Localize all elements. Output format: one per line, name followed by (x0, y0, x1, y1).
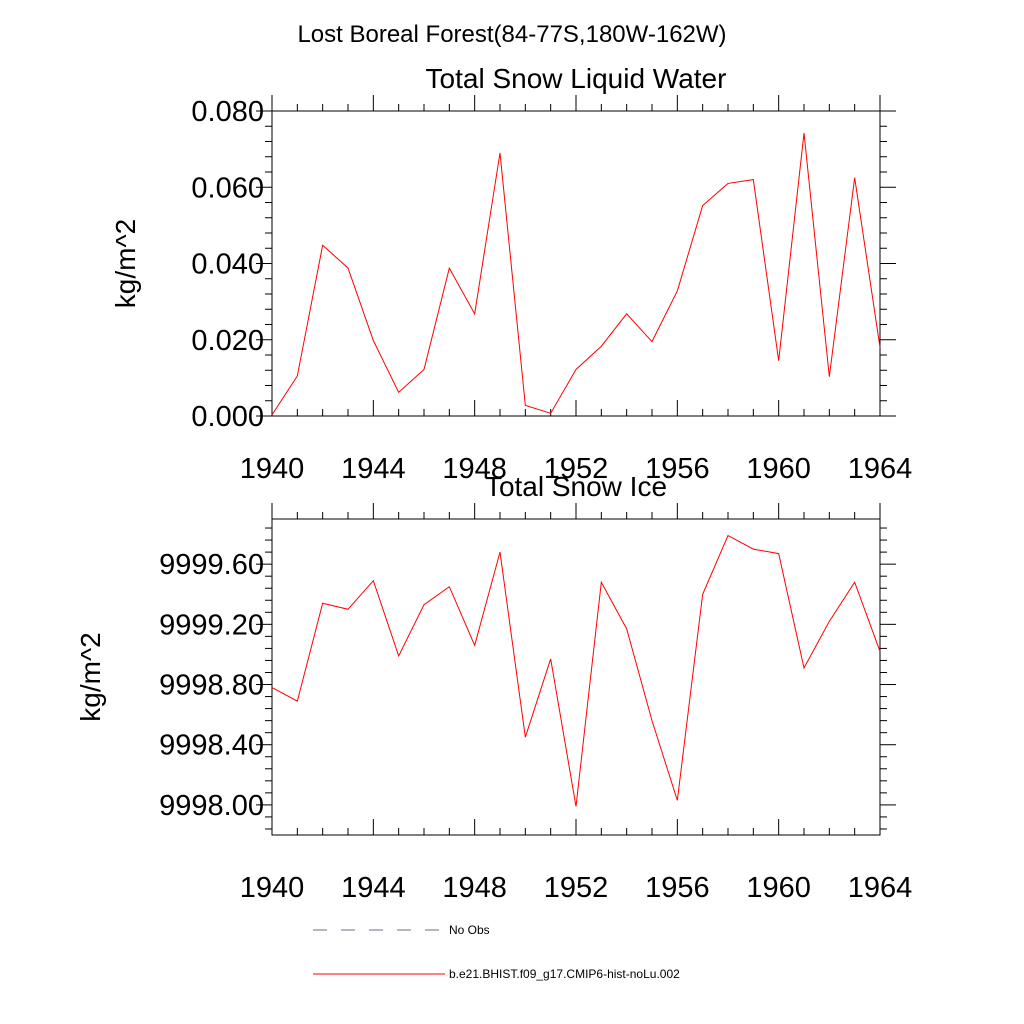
chart-title: Total Snow Liquid Water (426, 63, 727, 94)
x-tick-label: 1948 (442, 872, 507, 904)
data-point (550, 658, 551, 659)
data-point (652, 341, 653, 342)
data-point (297, 701, 298, 702)
x-tick-label: 1964 (848, 453, 913, 485)
data-point (804, 133, 805, 134)
y-tick-label: 0.020 (191, 325, 264, 357)
x-tick-label: 1960 (746, 872, 811, 904)
x-tick-label: 1944 (341, 453, 406, 485)
y-tick-label: 0.080 (191, 96, 264, 128)
data-point (500, 552, 501, 553)
data-point (449, 268, 450, 269)
data-point (829, 376, 830, 377)
data-point (626, 313, 627, 314)
data-point (804, 667, 805, 668)
x-tick-label: 1944 (341, 872, 406, 904)
data-point (449, 586, 450, 587)
data-point (474, 645, 475, 646)
x-tick-label: 1956 (645, 453, 710, 485)
data-point (398, 655, 399, 656)
data-point (677, 290, 678, 291)
data-point (373, 580, 374, 581)
y-tick-label: 9998.00 (159, 790, 264, 822)
data-point (272, 687, 273, 688)
data-point (753, 179, 754, 180)
data-point (728, 535, 729, 536)
data-point (753, 549, 754, 550)
data-point (525, 405, 526, 406)
x-tick-label: 1960 (746, 453, 811, 485)
data-point (601, 582, 602, 583)
data-point (474, 313, 475, 314)
data-point (601, 346, 602, 347)
data-point (829, 621, 830, 622)
series-line (271, 133, 881, 416)
y-tick-label: 9998.80 (159, 670, 264, 702)
y-tick-label: 0.000 (191, 401, 264, 433)
data-point (424, 604, 425, 605)
data-point (525, 737, 526, 738)
x-tick-label: 1952 (544, 872, 609, 904)
legend-label-no-obs: No Obs (449, 923, 490, 937)
plot-frame (271, 518, 881, 836)
data-point (398, 392, 399, 393)
data-point (348, 609, 349, 610)
data-point (322, 245, 323, 246)
data-point (778, 553, 779, 554)
data-point (626, 628, 627, 629)
y-axis-label: kg/m^2 (110, 219, 141, 308)
legend-label-model-run: b.e21.BHIST.f09_g17.CMIP6-hist-noLu.002 (449, 967, 680, 981)
data-point (576, 369, 577, 370)
data-point (424, 369, 425, 370)
x-tick-label: 1952 (544, 453, 609, 485)
data-point (702, 205, 703, 206)
data-point (500, 152, 501, 153)
y-axis-label: kg/m^2 (75, 632, 106, 721)
y-tick-label: 9999.60 (159, 549, 264, 581)
y-tick-label: 0.060 (191, 172, 264, 204)
series-line (271, 534, 881, 807)
figure-suptitle: Lost Boreal Forest(84-77S,180W-162W) (297, 21, 726, 48)
data-point (550, 413, 551, 414)
data-point (728, 183, 729, 184)
data-point (677, 800, 678, 801)
x-tick-label: 1940 (240, 453, 305, 485)
data-point (272, 414, 273, 415)
data-point (373, 340, 374, 341)
data-point (576, 806, 577, 807)
data-point (854, 582, 855, 583)
legend: No Obs b.e21.BHIST.f09_g17.CMIP6-hist-no… (313, 923, 680, 981)
chart-title: Total Snow Ice (485, 471, 667, 502)
x-tick-label: 1940 (240, 872, 305, 904)
data-point (702, 594, 703, 595)
y-tick-label: 9998.40 (159, 730, 264, 762)
y-tick-label: 0.040 (191, 249, 264, 281)
data-point (880, 651, 881, 652)
data-point (854, 177, 855, 178)
chart-panel-snow-ice: Total Snow Ice kg/m^2 1940 1944 1948 1952 1956… (75, 471, 912, 904)
data-point (778, 360, 779, 361)
y-tick-label: 9999.20 (159, 609, 264, 641)
x-tick-label: 1964 (848, 872, 913, 904)
data-point (880, 347, 881, 348)
data-point (652, 720, 653, 721)
data-point (348, 268, 349, 269)
x-tick-label: 1956 (645, 872, 710, 904)
x-tick-label: 1948 (442, 453, 507, 485)
data-point (297, 375, 298, 376)
chart-panel-snow-liquid-water: Total Snow Liquid Water kg/m^2 1940 1944 194… (110, 63, 912, 485)
data-point (322, 603, 323, 604)
